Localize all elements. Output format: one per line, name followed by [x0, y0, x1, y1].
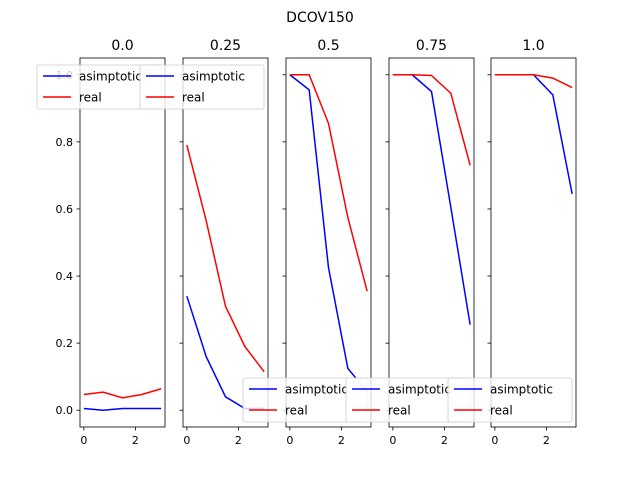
series-line-real: [83, 388, 162, 399]
axes-frame: [285, 57, 372, 428]
x-tick-label: 0: [491, 434, 498, 447]
x-tick-label: 2: [441, 434, 448, 447]
series-line-asimptotic: [289, 74, 368, 393]
series-line-real: [494, 74, 573, 89]
axes-frame: [490, 57, 577, 428]
legend-label-asimptotic: asimptotic: [182, 70, 245, 84]
panel-title: 1.0: [522, 38, 544, 54]
y-tick-label: 0.8: [56, 136, 74, 149]
panel-title: 0.25: [210, 38, 241, 54]
legend-label-asimptotic: asimptotic: [285, 383, 348, 397]
series-line-real: [289, 74, 368, 292]
legend-label-asimptotic: asimptotic: [490, 383, 553, 397]
figure-title: DCOV150: [286, 10, 354, 26]
x-tick-label: 0: [80, 434, 87, 447]
panel-4: 1.0 0 2 asimptotic real: [447, 38, 577, 447]
y-tick-label: 0.4: [56, 270, 74, 283]
series-line-asimptotic: [83, 407, 162, 411]
legend-label-asimptotic: asimptotic: [79, 70, 142, 84]
panel-title: 0.5: [317, 38, 339, 54]
legend: asimptotic real: [139, 64, 265, 110]
legend-label-real: real: [490, 404, 513, 418]
x-tick-label: 2: [235, 434, 242, 447]
x-tick-label: 0: [389, 434, 396, 447]
legend-label-real: real: [285, 404, 308, 418]
panel-title: 0.75: [416, 38, 447, 54]
legend-label-real: real: [388, 404, 411, 418]
legend: asimptotic real: [242, 377, 368, 423]
x-tick-label: 2: [543, 434, 550, 447]
y-tick-label: 0.6: [56, 203, 74, 216]
axes-frame: [79, 57, 166, 428]
x-tick-label: 2: [338, 434, 345, 447]
series-line-real: [186, 145, 265, 373]
panel-1: 0.25 0 2 asimptotic real: [139, 38, 269, 447]
axes-frame: [182, 57, 269, 428]
legend-label-real: real: [79, 91, 102, 105]
series-line-real: [392, 74, 471, 166]
x-tick-label: 0: [286, 434, 293, 447]
y-tick-label: 0.2: [56, 337, 74, 350]
x-tick-label: 2: [132, 434, 139, 447]
axes-frame: [388, 57, 475, 428]
panel-2: 0.5 0 2 asimptotic real: [242, 38, 372, 447]
x-tick-label: 0: [183, 434, 190, 447]
y-tick-label: 0.0: [56, 404, 74, 417]
legend: asimptotic real: [447, 377, 573, 423]
legend-label-real: real: [182, 91, 205, 105]
panel-title: 0.0: [111, 38, 133, 54]
legend-label-asimptotic: asimptotic: [388, 383, 451, 397]
